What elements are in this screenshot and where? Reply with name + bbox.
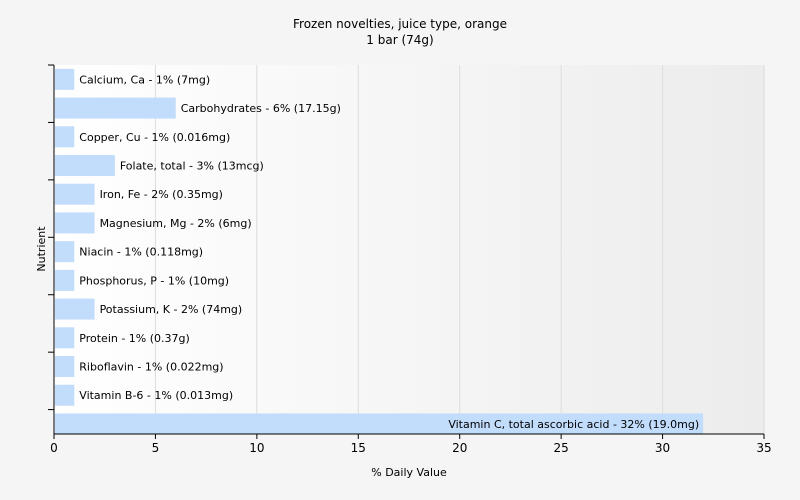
x-tick-label: 10 [249,441,264,455]
bar [55,97,176,119]
bar [55,183,95,205]
bar [55,155,115,177]
x-tick-label: 35 [756,441,771,455]
x-tick-label: 20 [452,441,467,455]
bar-label: Potassium, K - 2% (74mg) [100,303,243,316]
x-axis-title: % Daily Value [371,466,447,479]
bar-label: Vitamin C, total ascorbic acid - 32% (19… [448,418,699,431]
bar [55,269,75,291]
bar-label: Iron, Fe - 2% (0.35mg) [100,188,223,201]
bar-label: Niacin - 1% (0.118mg) [79,246,203,259]
x-tick-label: 30 [655,441,670,455]
x-tick-label: 15 [351,441,366,455]
bars: Calcium, Ca - 1% (7mg) Carbohydrates - 6%… [55,68,704,435]
y-axis-title: Nutrient [35,226,48,272]
bar-label: Magnesium, Mg - 2% (6mg) [100,217,252,230]
bar-label: Riboflavin - 1% (0.022mg) [79,361,223,374]
bar [55,413,704,435]
axes: 0 5 10 15 20 25 30 35 [48,64,772,455]
bar [55,68,75,90]
bar-label: Phosphorus, P - 1% (10mg) [79,274,229,287]
plot-background [54,65,764,434]
bar [55,384,75,406]
x-tick-label: 0 [50,441,58,455]
bar [55,327,75,349]
bar-label: Protein - 1% (0.37g) [79,332,190,345]
bar [55,241,75,263]
bar-label: Vitamin B-6 - 1% (0.013mg) [79,389,233,402]
bar-label: Calcium, Ca - 1% (7mg) [79,73,210,86]
chart-subtitle: 1 bar (74g) [366,33,433,47]
bar-label: Carbohydrates - 6% (17.15g) [181,102,341,115]
x-tick-label: 25 [554,441,569,455]
bar-label: Copper, Cu - 1% (0.016mg) [79,131,230,144]
x-tick-label: 5 [152,441,160,455]
bar [55,212,95,234]
bar [55,298,95,320]
bar-label: Folate, total - 3% (13mcg) [120,160,264,173]
gridlines [154,65,765,434]
bar [55,126,75,148]
bar [55,356,75,378]
chart-title: Frozen novelties, juice type, orange [293,17,507,31]
